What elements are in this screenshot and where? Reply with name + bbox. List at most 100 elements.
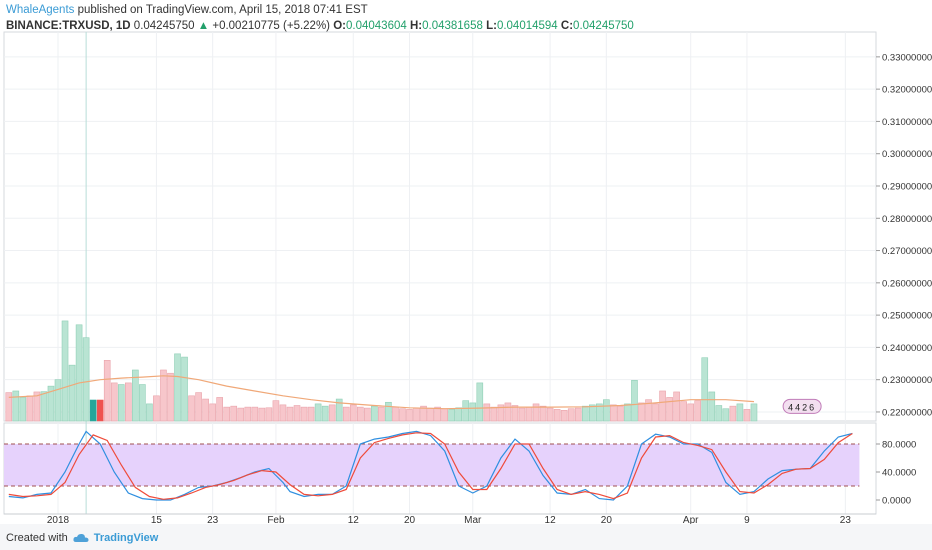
volume-bar <box>342 406 350 422</box>
price-chart[interactable]: 2018 15 23 Feb 12 20 Mar 12 20 Apr 9 23 0.33000000 0.… <box>0 0 932 524</box>
volume-bar <box>153 395 160 422</box>
y-tick-label: 0.28000000 <box>882 214 932 225</box>
volume-bar <box>279 404 287 422</box>
x-tick-label: Mar <box>464 515 482 524</box>
last-price: 0.04245750 <box>133 20 195 32</box>
volume-bar <box>258 407 266 422</box>
volume-bar <box>483 403 491 422</box>
volume-bar <box>462 400 470 422</box>
stoch-d-line <box>8 432 853 500</box>
volume-bar <box>518 407 526 422</box>
volume-bar <box>610 404 617 422</box>
y-tick-label: 0.0000 <box>882 496 911 507</box>
y-tick-label: 0.23000000 <box>882 375 932 386</box>
volume-bar <box>539 405 547 422</box>
open-value: 0.04043604 <box>346 20 407 32</box>
volume-bar <box>19 397 27 422</box>
price-label-text: 4426 <box>788 402 816 412</box>
author-link[interactable]: WhaleAgents <box>6 4 75 16</box>
low-value: 0.04014594 <box>496 20 558 32</box>
volume-bar <box>455 407 463 422</box>
x-tick-label: 20 <box>601 515 613 524</box>
volume-bar <box>588 404 596 422</box>
price-change: +0.00210775 (+5.22%) <box>212 20 331 32</box>
volume-bar <box>82 337 90 422</box>
symbol-label: BINANCE:TRXUSD, 1D <box>6 20 131 32</box>
volume-bar <box>40 391 48 422</box>
volume-bar <box>525 406 533 422</box>
y-tick-label: 0.29000000 <box>882 181 932 192</box>
volume-bar <box>743 409 751 422</box>
volume-bar <box>532 403 540 422</box>
x-tick-label: 2018 <box>47 515 70 524</box>
volume-bar <box>356 406 364 422</box>
volume-bar <box>96 399 104 422</box>
volume-bar <box>504 402 512 422</box>
high-value: 0.04381658 <box>422 20 483 32</box>
volume-bar <box>75 324 83 422</box>
tradingview-brand[interactable]: TradingView <box>93 532 159 544</box>
volume-bar <box>603 399 610 422</box>
volume-bar <box>715 405 723 422</box>
price-label-badge <box>782 398 822 414</box>
volume-bar <box>272 400 280 422</box>
x-tick-label: 12 <box>348 515 360 524</box>
close-value: 0.04245750 <box>573 20 634 32</box>
volume-bar <box>673 391 680 422</box>
volume-bar <box>117 384 125 422</box>
volume-bar <box>146 403 153 422</box>
volume-bar <box>335 398 343 422</box>
y-tick-label: 0.26000000 <box>882 278 932 289</box>
up-arrow-icon: ▲ <box>197 20 210 32</box>
volume-bar <box>476 382 484 422</box>
volume-bar <box>490 406 498 422</box>
main-pane-frame <box>3 31 877 422</box>
volume-bar <box>68 364 76 422</box>
high-label: H: <box>409 20 423 32</box>
volume-bar <box>631 380 638 422</box>
volume-bar <box>293 405 301 422</box>
volume-bar <box>497 404 505 422</box>
volume-bar <box>12 390 20 422</box>
volume-bar <box>708 391 716 422</box>
volume-bar <box>174 353 181 422</box>
volume-bar <box>596 403 603 422</box>
volume-bar <box>202 398 209 422</box>
volume-bar <box>722 408 730 422</box>
volume-bar <box>441 408 448 422</box>
volume-bar <box>729 405 737 422</box>
volume-bar <box>567 408 575 422</box>
volume-bar <box>167 372 174 422</box>
volume-bar <box>659 390 666 422</box>
volume-bar <box>139 384 146 422</box>
volume-bar <box>399 408 406 422</box>
volume-bar <box>666 397 673 422</box>
volume-bar <box>132 369 139 422</box>
volume-bar <box>420 405 427 422</box>
volume-bar <box>89 399 97 422</box>
volume-bar <box>181 356 188 422</box>
volume-bar <box>244 406 252 422</box>
volume-bar <box>314 403 322 422</box>
volume-bar <box>617 405 624 422</box>
moving-average-line <box>8 375 755 410</box>
volume-bar <box>307 406 315 422</box>
y-tick-label: 40.0000 <box>882 468 916 479</box>
x-tick-label: 20 <box>404 515 416 524</box>
volume-bar <box>378 406 385 422</box>
volume-bar <box>371 405 378 422</box>
volume-bar <box>546 407 554 422</box>
volume-bar <box>300 406 308 422</box>
x-tick-label: 23 <box>840 515 852 524</box>
y-tick-label: 0.27000000 <box>882 246 932 257</box>
volume-bar <box>209 403 216 422</box>
volume-bar <box>638 402 645 422</box>
volume-bar <box>364 407 371 422</box>
x-tick-label: 23 <box>207 515 219 524</box>
volume-bar <box>427 407 434 422</box>
volume-bar <box>701 357 709 422</box>
volume-bar <box>265 407 273 422</box>
volume-bar <box>349 404 357 422</box>
volume-bar <box>125 382 132 422</box>
volume-bar <box>553 409 561 422</box>
